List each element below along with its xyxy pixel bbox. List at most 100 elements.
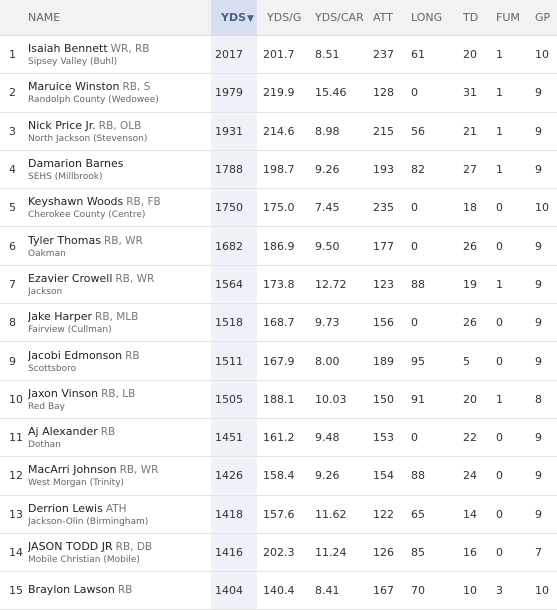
player-position: ATH (105, 502, 127, 515)
player-cell: Derrion Lewis ATH Jackson-Olin (Birmingham… (28, 495, 211, 534)
yds-car-cell: 11.62 (309, 495, 370, 534)
att-cell: 128 (370, 73, 408, 113)
fum-cell: 0 (490, 341, 532, 381)
player-cell: Isaiah Bennett WR, RB Sipsey Valley (Buhl) (28, 35, 211, 75)
yds-car-cell: 8.00 (309, 341, 370, 381)
td-cell: 5 (458, 341, 490, 381)
player-name-link[interactable]: Jacobi Edmonson (28, 348, 123, 362)
player-name-link[interactable]: Jaxon Vinson (28, 386, 99, 400)
player-name-link[interactable]: Ezavier Crowell (28, 271, 113, 285)
yds-cell: 1979 (211, 73, 257, 113)
player-position: RB, FB (126, 196, 161, 209)
yds-per-carry-header[interactable]: YDS/CAR (309, 0, 370, 36)
gp-cell: 7 (532, 533, 557, 573)
yds-cell: 1750 (211, 188, 257, 228)
table-row: 7 Ezavier Crowell RB, WR Jackson 1564 173.8 12… (0, 265, 557, 305)
player-name-link[interactable]: Derrion Lewis (28, 501, 103, 515)
player-name-link[interactable]: Keyshawn Woods (28, 195, 124, 209)
table-row: 6 Tyler Thomas RB, WR Oakman 1682 186.9 9.50 17… (0, 226, 557, 266)
att-cell: 150 (370, 380, 408, 419)
yds-header-label: YDS (221, 11, 247, 24)
player-name-link[interactable]: Jake Harper (28, 310, 93, 324)
att-cell: 193 (370, 150, 408, 190)
name-header[interactable]: NAME (28, 0, 211, 36)
player-name-link[interactable]: MacArri Johnson (28, 463, 117, 477)
td-cell: 18 (458, 188, 490, 228)
player-school: Sipsey Valley (Buhl) (28, 57, 118, 68)
yds-g-cell: 167.9 (257, 341, 309, 381)
rank-header (0, 0, 28, 36)
fum-cell: 1 (490, 73, 532, 113)
att-cell: 177 (370, 226, 408, 266)
long-cell: 85 (408, 533, 458, 573)
gp-cell: 9 (532, 303, 557, 343)
player-name-link[interactable]: Aj Alexander (28, 425, 98, 439)
rank-cell: 12 (0, 456, 28, 496)
long-cell: 61 (408, 35, 458, 75)
player-name-link[interactable]: Damarion Barnes (28, 157, 124, 171)
rank-cell: 6 (0, 226, 28, 266)
td-cell: 19 (458, 265, 490, 305)
td-cell: 14 (458, 495, 490, 534)
player-name-link[interactable]: Maruice Winston (28, 80, 120, 94)
gp-cell: 9 (532, 265, 557, 305)
table-row: 3 Nick Price Jr. RB, OLB North Jackson (Ste… (0, 112, 557, 151)
player-cell: Braylon Lawson RB (28, 571, 211, 610)
player-position: RB, WR (103, 234, 143, 247)
yds-car-cell: 12.72 (309, 265, 370, 305)
player-name-link[interactable]: Isaiah Bennett (28, 42, 108, 56)
yds-g-cell: 219.9 (257, 73, 309, 113)
player-cell: Jaxon Vinson RB, LB Red Bay (28, 380, 211, 419)
fum-header[interactable]: FUM (490, 0, 532, 36)
rank-cell: 5 (0, 188, 28, 228)
player-school: Randolph County (Wedowee) (28, 95, 159, 106)
td-cell: 20 (458, 35, 490, 75)
gp-cell: 9 (532, 456, 557, 496)
long-cell: 82 (408, 150, 458, 190)
yds-car-cell: 15.46 (309, 73, 370, 113)
table-row: 14 JASON TODD JR RB, DB Mobile Christian (M… (0, 533, 557, 573)
att-header[interactable]: ATT (370, 0, 408, 36)
long-header[interactable]: LONG (408, 0, 458, 36)
rank-cell: 15 (0, 571, 28, 610)
att-cell: 156 (370, 303, 408, 343)
td-header-label: TD (463, 11, 479, 24)
long-cell: 0 (408, 303, 458, 343)
gp-cell: 8 (532, 380, 557, 419)
player-name-link[interactable]: Braylon Lawson (28, 583, 115, 597)
player-school: West Morgan (Trinity) (28, 478, 125, 489)
rank-cell: 9 (0, 341, 28, 381)
gp-cell: 10 (532, 188, 557, 228)
table-row: 4 Damarion Barnes SEHS (Millbrook) 1788 198.… (0, 150, 557, 190)
fum-cell: 1 (490, 265, 532, 305)
yds-cell: 1404 (211, 571, 257, 610)
yds-cell: 1426 (211, 456, 257, 496)
yds-g-cell: 198.7 (257, 150, 309, 190)
td-header[interactable]: TD (458, 0, 490, 36)
yds-header[interactable]: YDS▼ (211, 0, 257, 36)
player-cell: Ezavier Crowell RB, WR Jackson (28, 265, 211, 305)
yds-g-cell: 158.4 (257, 456, 309, 496)
player-name-link[interactable]: Tyler Thomas (28, 233, 101, 247)
att-cell: 167 (370, 571, 408, 610)
gp-header[interactable]: GP (532, 0, 557, 36)
table-row: 11 Aj Alexander RB Dothan 1451 161.2 9.48 153 0 2… (0, 418, 557, 458)
yds-cell: 1451 (211, 418, 257, 458)
player-position: RB, LB (101, 387, 136, 400)
long-cell: 0 (408, 418, 458, 458)
table-row: 8 Jake Harper RB, MLB Fairview (Cullman) 151… (0, 303, 557, 343)
player-cell: Aj Alexander RB Dothan (28, 418, 211, 458)
yds-car-cell: 8.51 (309, 35, 370, 75)
player-name-link[interactable]: JASON TODD JR (28, 540, 113, 553)
att-cell: 126 (370, 533, 408, 573)
player-cell: Jacobi Edmonson RB Scottsboro (28, 341, 211, 381)
player-position: RB (117, 584, 133, 597)
yds-per-game-header[interactable]: YDS/G (257, 0, 309, 36)
player-position: RB, DB (115, 541, 153, 553)
td-cell: 27 (458, 150, 490, 190)
att-cell: 154 (370, 456, 408, 496)
player-name-link[interactable]: Nick Price Jr. (28, 118, 96, 132)
yds-g-cell: 202.3 (257, 533, 309, 573)
long-cell: 88 (408, 265, 458, 305)
yds-g-cell: 173.8 (257, 265, 309, 305)
